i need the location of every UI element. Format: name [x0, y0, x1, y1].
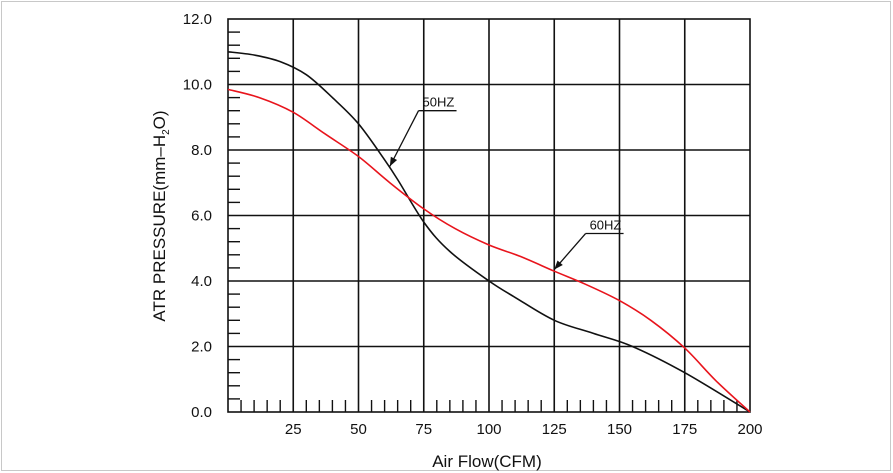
x-tick-label: 100 — [476, 421, 501, 438]
x-tick-label: 200 — [737, 421, 762, 438]
annotation-label: 50HZ — [423, 95, 455, 110]
x-tick-label: 50 — [350, 421, 367, 438]
y-tick-label: 8.0 — [191, 142, 212, 159]
annotation-label: 60HZ — [590, 218, 622, 233]
tick-labels: 25 50 75 100 125 150 175 200 0.0 2.0 4.0 6.0 8.0 10.0… — [183, 11, 763, 438]
x-tick-label: 125 — [542, 421, 567, 438]
x-tick-label: 150 — [607, 421, 632, 438]
x-tick-label: 75 — [415, 421, 432, 438]
y-tick-label: 4.0 — [191, 273, 212, 290]
x-tick-label: 175 — [672, 421, 697, 438]
y-axis-label-tail: O) — [150, 110, 169, 129]
y-tick-label: 10.0 — [183, 77, 212, 94]
minor-ticks — [228, 32, 737, 412]
grid — [228, 19, 750, 412]
annotations: 50HZ 60HZ — [390, 95, 624, 270]
y-tick-label: 6.0 — [191, 208, 212, 225]
arrowhead-icon — [390, 157, 397, 167]
y-tick-label: 12.0 — [183, 11, 212, 28]
x-tick-label: 25 — [285, 421, 302, 438]
annotation-leader — [390, 111, 419, 167]
y-axis-label-main: ATR PRESSURE(mm–H — [150, 135, 169, 322]
x-axis-label: Air Flow(CFM) — [432, 452, 542, 471]
y-axis-label: ATR PRESSURE(mm–H2O) — [150, 110, 172, 321]
y-tick-label: 2.0 — [191, 339, 212, 356]
y-tick-label: 0.0 — [191, 404, 212, 421]
